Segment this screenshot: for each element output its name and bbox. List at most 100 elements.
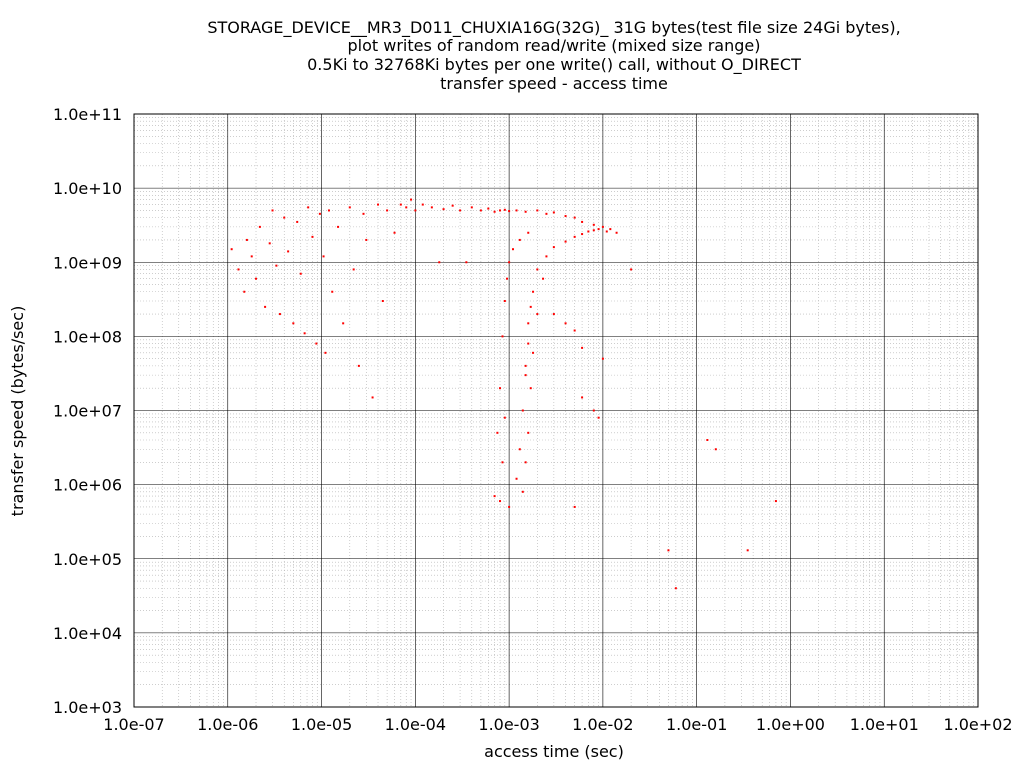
data-point [506, 277, 509, 280]
data-point [501, 335, 504, 338]
data-point [552, 246, 555, 249]
x-tick-label: 1.0e-01 [666, 715, 727, 734]
data-point [499, 209, 502, 212]
data-point [237, 268, 240, 271]
data-point [524, 374, 527, 377]
data-point [499, 500, 502, 503]
data-point [518, 238, 521, 241]
data-point [503, 208, 506, 211]
y-tick-label: 1.0e+03 [53, 698, 122, 717]
data-point [592, 409, 595, 412]
major-gridlines [134, 114, 978, 707]
data-point [324, 351, 327, 354]
data-point [518, 448, 521, 451]
data-point [564, 240, 567, 243]
x-tick-label: 1.0e-03 [478, 715, 539, 734]
data-point [365, 238, 368, 241]
data-point [278, 313, 281, 316]
x-tick-labels: 1.0e-07 1.0e-06 1.0e-05 1.0e-04 1.0e-03 1.0e-… [103, 715, 1012, 734]
data-point [573, 505, 576, 508]
data-point [250, 255, 253, 258]
data-point [536, 268, 539, 271]
data-point [331, 290, 334, 293]
data-point [292, 322, 295, 325]
data-point [487, 207, 490, 210]
x-tick-label: 1.0e-04 [385, 715, 446, 734]
data-point [527, 342, 530, 345]
x-tick-label: 1.0e+01 [850, 715, 919, 734]
data-point [564, 322, 567, 325]
data-point [271, 209, 274, 212]
data-point [524, 364, 527, 367]
data-point [399, 203, 402, 206]
data-point [524, 210, 527, 213]
data-point [357, 364, 360, 367]
x-tick-label: 1.0e-05 [291, 715, 352, 734]
data-point [307, 206, 310, 209]
data-point [348, 206, 351, 209]
data-point [352, 268, 355, 271]
data-point [674, 587, 677, 590]
data-point [508, 210, 511, 213]
data-point [601, 357, 604, 360]
data-point [421, 203, 424, 206]
data-point [573, 216, 576, 219]
data-point [581, 396, 584, 399]
data-point [414, 209, 417, 212]
chart-title-line-4: transfer speed - access time [440, 74, 668, 93]
data-point [667, 549, 670, 552]
data-point [230, 248, 233, 251]
data-point [470, 206, 473, 209]
data-point [303, 332, 306, 335]
data-point [268, 242, 271, 245]
data-point [592, 223, 595, 226]
data-point [536, 313, 539, 316]
data-point [386, 209, 389, 212]
chart-title-line-3: 0.5Ki to 32768Ki bytes per one write() c… [307, 55, 801, 75]
data-point [465, 261, 468, 264]
data-point [527, 431, 530, 434]
data-point [311, 235, 314, 238]
data-point [536, 209, 539, 212]
data-point [615, 231, 618, 234]
x-tick-label: 1.0e+00 [756, 715, 825, 734]
data-point [601, 225, 604, 228]
data-point [258, 225, 261, 228]
data-point [532, 351, 535, 354]
x-tick-label: 1.0e-02 [572, 715, 633, 734]
data-point [410, 198, 413, 201]
data-point [581, 346, 584, 349]
data-point [493, 495, 496, 498]
data-point [438, 261, 441, 264]
data-point [479, 209, 482, 212]
data-point [706, 438, 709, 441]
data-point [405, 206, 408, 209]
data-point [597, 416, 600, 419]
data-point [315, 342, 318, 345]
y-tick-label: 1.0e+06 [53, 476, 122, 495]
data-point [342, 322, 345, 325]
data-point [597, 228, 600, 231]
x-axis-label: access time (sec) [484, 742, 624, 761]
data-point [581, 220, 584, 223]
chart-title-line-1: STORAGE_DEVICE__MR3_D011_CHUXIA16G(32G)_… [207, 18, 900, 38]
data-point [318, 212, 321, 215]
data-point [287, 250, 290, 253]
y-tick-label: 1.0e+11 [53, 105, 122, 124]
data-point [573, 329, 576, 332]
data-point [377, 203, 380, 206]
data-point [255, 277, 258, 280]
data-point [529, 305, 532, 308]
data-point [337, 225, 340, 228]
y-tick-label: 1.0e+07 [53, 402, 122, 421]
data-point [275, 264, 278, 267]
data-point [774, 500, 777, 503]
data-point [564, 215, 567, 218]
data-point [493, 210, 496, 213]
data-point [508, 261, 511, 264]
data-point [501, 461, 504, 464]
data-point [515, 477, 518, 480]
data-point [573, 235, 576, 238]
data-point [532, 290, 535, 293]
